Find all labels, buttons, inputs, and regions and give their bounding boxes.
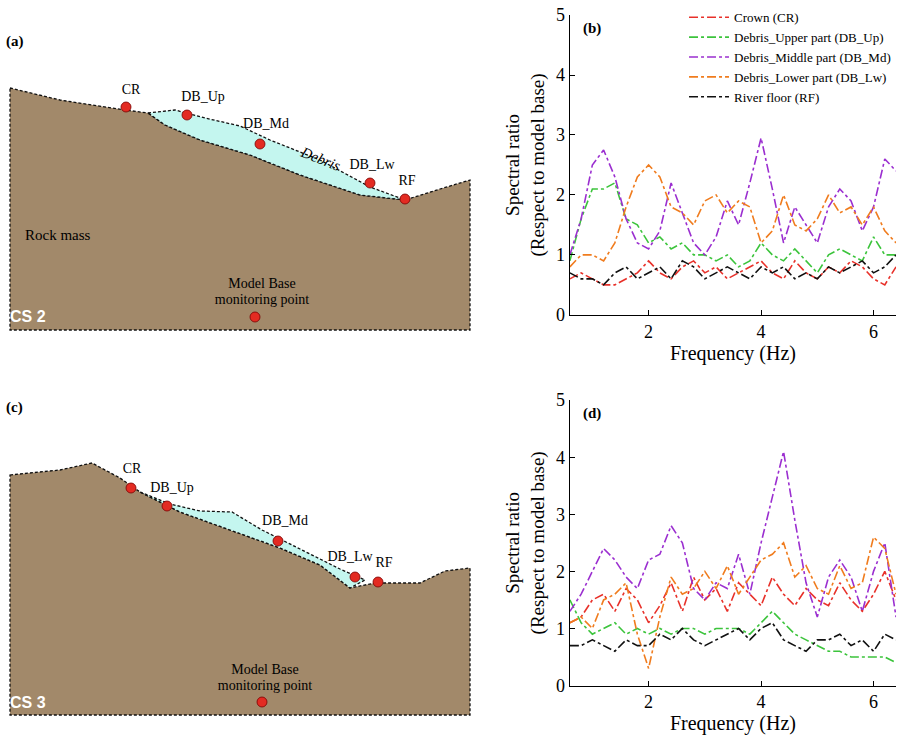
svg-text:2: 2	[556, 562, 565, 582]
svg-text:1: 1	[556, 245, 565, 265]
svg-text:2: 2	[644, 692, 653, 712]
svg-text:3: 3	[556, 125, 565, 145]
svg-text:2: 2	[644, 322, 653, 342]
svg-text:0: 0	[556, 676, 565, 696]
svg-text:River floor (RF): River floor (RF)	[734, 90, 819, 105]
svg-text:(d): (d)	[583, 405, 601, 422]
svg-text:DB_Up: DB_Up	[150, 480, 194, 495]
svg-text:DB_Up: DB_Up	[181, 89, 225, 104]
svg-text:CR: CR	[123, 461, 142, 476]
svg-text:(b): (b)	[583, 20, 601, 37]
svg-text:(c): (c)	[6, 399, 23, 416]
svg-text:monitoring point: monitoring point	[215, 292, 310, 307]
svg-text:(a): (a)	[6, 33, 24, 50]
svg-text:Frequency (Hz): Frequency (Hz)	[670, 342, 796, 365]
svg-text:Rock mass: Rock mass	[25, 227, 91, 243]
svg-text:Model Base: Model Base	[228, 276, 295, 291]
svg-text:DB_Md: DB_Md	[243, 116, 289, 131]
svg-text:4: 4	[556, 65, 565, 85]
svg-text:Crown (CR): Crown (CR)	[734, 10, 799, 25]
svg-text:4: 4	[757, 322, 766, 342]
svg-text:DB_Lw: DB_Lw	[349, 157, 395, 172]
svg-text:3: 3	[556, 505, 565, 525]
svg-text:Debris_Upper part (DB_Up): Debris_Upper part (DB_Up)	[734, 30, 883, 45]
svg-text:Debris_Lower part (DB_Lw): Debris_Lower part (DB_Lw)	[734, 70, 886, 85]
svg-text:RF: RF	[398, 173, 415, 188]
svg-text:4: 4	[556, 448, 565, 468]
svg-text:0: 0	[556, 305, 565, 325]
svg-text:Spectral ratio(Respect to mode: Spectral ratio(Respect to model base)	[502, 451, 549, 634]
svg-text:Model Base: Model Base	[231, 662, 298, 677]
svg-text:CR: CR	[122, 82, 141, 97]
svg-text:Debris_Middle part (DB_Md): Debris_Middle part (DB_Md)	[734, 50, 891, 65]
svg-text:Frequency (Hz): Frequency (Hz)	[670, 712, 796, 735]
svg-text:4: 4	[757, 692, 766, 712]
svg-text:RF: RF	[375, 555, 392, 570]
svg-text:2: 2	[556, 185, 565, 205]
svg-text:DB_Lw: DB_Lw	[327, 549, 373, 564]
svg-text:6: 6	[869, 322, 878, 342]
svg-text:CS 2: CS 2	[10, 308, 46, 325]
svg-text:CS 3: CS 3	[10, 694, 46, 711]
svg-text:monitoring point: monitoring point	[218, 678, 313, 693]
svg-text:5: 5	[556, 390, 565, 410]
svg-text:5: 5	[556, 5, 565, 25]
svg-text:Spectral ratio(Respect to mode: Spectral ratio(Respect to model base)	[502, 73, 549, 256]
svg-text:DB_Md: DB_Md	[262, 513, 308, 528]
svg-text:Debris: Debris	[298, 144, 343, 175]
svg-text:6: 6	[869, 692, 878, 712]
svg-text:1: 1	[556, 619, 565, 639]
